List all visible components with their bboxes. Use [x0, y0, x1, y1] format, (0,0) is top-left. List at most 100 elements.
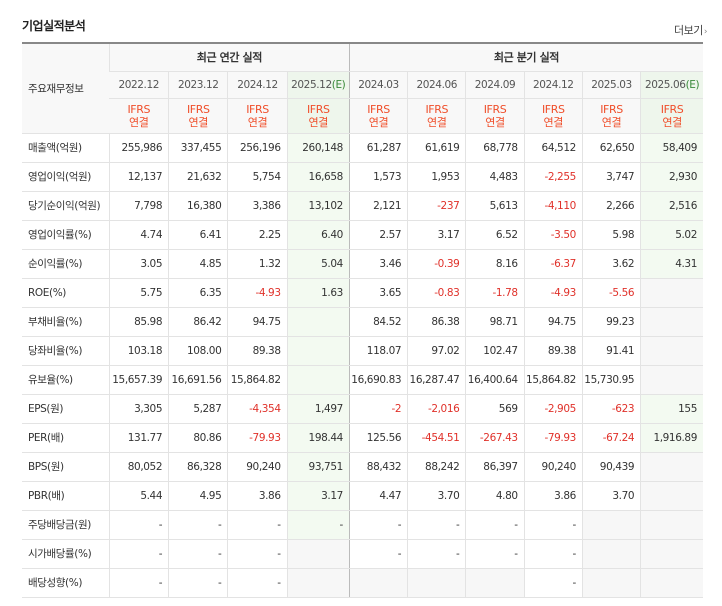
table-cell: - [348, 539, 408, 569]
period-label: 2025.03 [591, 78, 632, 91]
row-label-header: 주요재무정보 [22, 42, 110, 134]
table-cell: -67.24 [581, 423, 641, 453]
table-cell: 3,386 [227, 191, 288, 221]
table-cell: 89.38 [227, 336, 288, 366]
table-cell: 5,754 [227, 162, 288, 192]
table-cell: 256,196 [227, 132, 288, 163]
period-header: 2025.12(E) [286, 71, 350, 99]
table-cell: 4.47 [348, 481, 408, 511]
basis-header: IFRS 연결 [286, 98, 350, 134]
table-row: 당기순이익(억원) 7,798 16,380 3,386 13,102 2,121 -237… [22, 191, 703, 221]
table-cell [640, 336, 703, 366]
basis-standard: IFRS [541, 102, 565, 116]
table-cell: -237 [407, 191, 466, 221]
table-cell: 97.02 [407, 336, 466, 366]
period-header: 2024.06 [407, 71, 466, 99]
table-cell: 98.71 [465, 307, 525, 337]
table-cell [640, 509, 703, 540]
table-cell: - [523, 509, 583, 540]
section-title: 기업실적분석 [22, 19, 86, 33]
table-cell [640, 452, 703, 482]
table-cell: -2,016 [407, 393, 466, 424]
table-cell: 15,730.95 [581, 365, 641, 395]
table-cell: 5,613 [465, 191, 525, 221]
table-cell: 85.98 [108, 307, 169, 337]
table-cell: - [227, 539, 288, 569]
basis-scope: 연결 [368, 115, 389, 129]
table-cell: 15,864.82 [227, 365, 288, 395]
table-cell: 1.63 [286, 278, 350, 308]
table-cell: - [407, 509, 466, 540]
basis-scope: 연결 [129, 115, 149, 129]
table-row: 영업이익률(%) 4.74 6.41 2.25 6.40 2.57 3.17 6.52 -3.5… [22, 219, 703, 250]
table-cell: 3.62 [581, 249, 641, 279]
table-cell: -79.93 [227, 423, 288, 453]
table-cell: -5.56 [581, 278, 641, 308]
table-cell: 94.75 [227, 307, 288, 337]
table-row: EPS(원) 3,305 5,287 -4,354 1,497 -2 -2,016 569 -2… [22, 393, 703, 424]
row-label: 순이익률(%) [22, 249, 110, 279]
table-cell: 198.44 [286, 423, 350, 453]
table-row: 당좌비율(%) 103.18 108.00 89.38 118.07 97.02 102.4… [22, 336, 703, 366]
table-cell: 68,778 [465, 132, 525, 163]
table-cell: 3,747 [581, 162, 641, 192]
table-cell [407, 568, 466, 598]
table-cell: 88,432 [348, 452, 408, 482]
period-label: 2022.12 [118, 78, 160, 91]
table-cell: 80.86 [168, 423, 228, 453]
period-label: 2023.12 [177, 78, 219, 91]
row-label: 부채비율(%) [22, 307, 110, 337]
table-cell: - [348, 509, 408, 540]
table-cell: 3.17 [286, 481, 350, 511]
basis-standard: IFRS [246, 102, 269, 116]
table-cell [581, 509, 641, 540]
basis-header: IFRS 연결 [348, 98, 408, 134]
estimate-mark: (E) [685, 78, 700, 91]
table-cell: 3.86 [523, 481, 583, 511]
table-cell: 3.65 [348, 278, 408, 308]
table-cell [581, 539, 641, 569]
table-cell: - [108, 539, 169, 569]
basis-standard: IFRS [660, 102, 684, 116]
table-row: BPS(원) 80,052 86,328 90,240 93,751 88,432 88,2… [22, 452, 703, 482]
row-label: PER(배) [22, 423, 110, 453]
table-cell: 6.52 [465, 219, 525, 250]
table-cell: 12,137 [108, 162, 169, 192]
table-cell: -2,905 [523, 393, 583, 424]
table-cell: - [465, 509, 525, 540]
table-cell: -623 [581, 393, 641, 424]
table-cell: 3,305 [108, 393, 169, 424]
table-cell [640, 539, 703, 569]
table-cell: -6.37 [523, 249, 583, 279]
period-header: 2025.06(E) [640, 71, 703, 99]
table-cell: 5.02 [640, 219, 703, 250]
table-cell [286, 307, 350, 337]
basis-scope: 연결 [427, 115, 447, 129]
row-label: 당기순이익(억원) [22, 191, 110, 221]
period-header: 2023.12 [168, 71, 228, 99]
table-cell: 86,397 [465, 452, 525, 482]
table-cell: 88,242 [407, 452, 466, 482]
table-cell: 86,328 [168, 452, 228, 482]
table-cell: 7,798 [108, 191, 169, 221]
table-cell: 91.41 [581, 336, 641, 366]
table-cell [286, 539, 350, 569]
more-label: 더보기 [674, 24, 703, 37]
table-cell: 5.44 [108, 481, 169, 511]
table-cell: 80,052 [108, 452, 169, 482]
table-cell: 337,455 [168, 132, 228, 163]
basis-header: IFRS 연결 [407, 98, 466, 134]
table-row: 영업이익(억원) 12,137 21,632 5,754 16,658 1,573 1,95… [22, 162, 703, 192]
table-cell: 6.41 [168, 219, 228, 250]
basis-standard: IFRS [127, 102, 151, 116]
more-link[interactable]: 더보기› [674, 22, 708, 38]
basis-standard: IFRS [425, 102, 449, 116]
table-cell [465, 568, 525, 598]
basis-header: IFRS 연결 [109, 98, 169, 134]
table-cell [348, 568, 408, 598]
period-label: 2024.12 [237, 78, 278, 91]
table-cell: 125.56 [348, 423, 408, 453]
period-header: 2024.12 [523, 71, 583, 99]
table-cell: 89.38 [523, 336, 583, 366]
table-cell: 6.40 [286, 219, 350, 250]
